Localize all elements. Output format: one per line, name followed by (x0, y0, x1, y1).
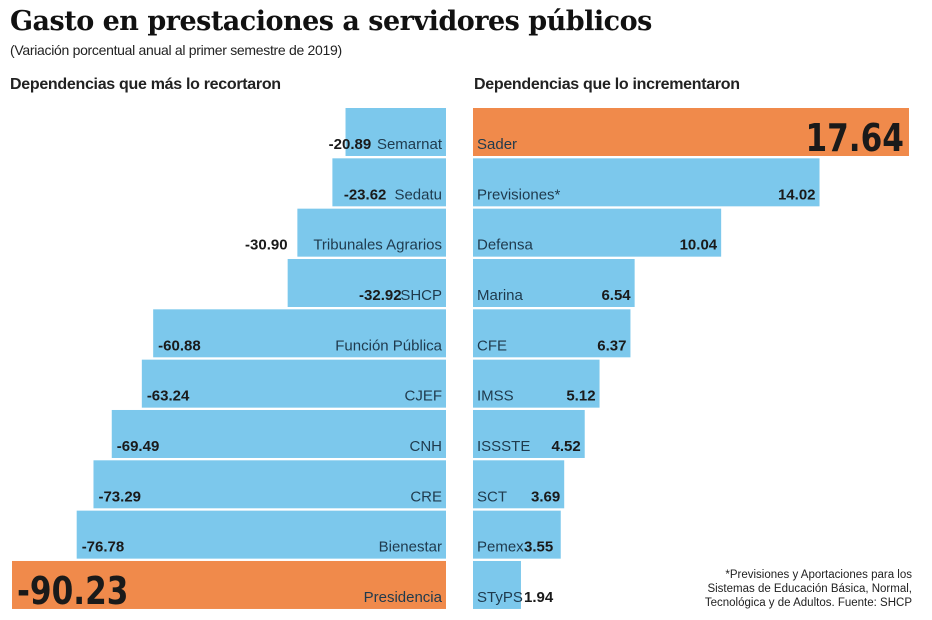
bar-item: Marina 6.54 (473, 258, 635, 307)
value-label: -30.90 (245, 237, 288, 254)
bar (141, 359, 447, 408)
value-label: 17.64 (805, 117, 904, 161)
value-label: -32.92 (359, 287, 402, 304)
bar (345, 108, 446, 156)
bar-item: SCT 3.69 (473, 460, 565, 509)
footnote-line: Sistemas de Educación Básica, Normal, (707, 583, 912, 595)
bar (473, 510, 561, 559)
bar-item: CJEF -63.24 (141, 359, 447, 408)
footnote-line: Tecnológica y de Adultos. Fuente: SHCP (704, 597, 912, 609)
category-label: IMSS (477, 388, 514, 405)
category-label: Pemex (477, 539, 524, 556)
bar (473, 460, 565, 509)
bar-item: CFE 6.37 (473, 309, 631, 358)
bar-item: Presidencia -90.23 (12, 560, 446, 614)
bar-item: Bienestar -76.78 (76, 510, 447, 559)
category-label: Defensa (477, 237, 534, 254)
value-label: 6.54 (601, 287, 631, 304)
bar (332, 158, 446, 207)
value-label: 10.04 (680, 237, 718, 254)
footnote: *Previsiones y Aportaciones para los Sis… (652, 568, 912, 610)
right-bar-group: Sader 17.64 Previsiones* 14.02 Defensa 10.04 M… (473, 108, 909, 609)
category-label: CNH (410, 438, 443, 455)
category-label: Presidencia (364, 589, 443, 606)
value-label: -60.88 (158, 337, 201, 354)
value-label: -63.24 (147, 388, 190, 405)
value-label: 6.37 (597, 337, 626, 354)
bar-item: ISSSTE 4.52 (473, 409, 585, 458)
category-label: Tribunales Agrarios (313, 237, 442, 254)
category-label: Semarnat (377, 136, 443, 153)
left-bar-group: Semarnat -20.89 Sedatu -23.62 Tribunales Agr… (12, 108, 447, 614)
category-label: STyPS (477, 589, 523, 606)
bar-item: Función Pública -60.88 (153, 309, 446, 358)
value-label: 3.69 (531, 488, 560, 505)
value-label: 4.52 (552, 438, 581, 455)
value-label: -20.89 (329, 136, 372, 153)
value-label: -76.78 (82, 539, 125, 556)
bar (111, 409, 447, 458)
category-label: Sedatu (394, 186, 442, 203)
bar (473, 560, 521, 609)
value-label: -23.62 (344, 186, 387, 203)
bar-item: Defensa 10.04 (473, 208, 722, 257)
value-label: 5.12 (566, 388, 595, 405)
bar-item: IMSS 5.12 (473, 359, 600, 408)
category-label: SHCP (400, 287, 442, 304)
bar (297, 208, 446, 257)
bar-item: Semarnat -20.89 (329, 108, 446, 156)
category-label: ISSSTE (477, 438, 530, 455)
bar-item: CNH -69.49 (111, 409, 447, 458)
value-label: 1.94 (524, 589, 554, 606)
category-label: Sader (477, 136, 517, 153)
right-panel-title: Dependencias que lo incrementaron (474, 76, 740, 93)
category-label: Bienestar (379, 539, 442, 556)
bar-item: Pemex 3.55 (473, 510, 561, 559)
category-label: SCT (477, 488, 507, 505)
bar-item: SHCP-32.92 (287, 258, 446, 307)
chart-subtitle: (Variación porcentual anual al primer se… (10, 42, 342, 58)
bar (473, 409, 585, 458)
bar (473, 309, 631, 358)
bar (12, 560, 446, 609)
bar (76, 510, 447, 559)
category-label: CRE (410, 488, 442, 505)
bar (473, 208, 722, 257)
bar (153, 309, 446, 358)
value-label: -90.23 (17, 570, 128, 614)
category-label: CJEF (405, 388, 443, 405)
footnote-line: *Previsiones y Aportaciones para los (725, 569, 912, 581)
bar-item: Tribunales Agrarios -30.90 (245, 208, 446, 257)
category-label: Marina (477, 287, 524, 304)
value-label: 14.02 (778, 186, 816, 203)
bar (473, 359, 600, 408)
bar (473, 108, 909, 156)
left-panel-title: Dependencias que más lo recortaron (10, 76, 281, 93)
bar (473, 158, 820, 207)
value-label: -73.29 (98, 488, 141, 505)
category-label: CFE (477, 337, 507, 354)
category-label: Función Pública (335, 337, 442, 354)
bar-item: STyPS 1.94 (473, 560, 554, 609)
value-label: 3.55 (524, 539, 553, 556)
bar-item: CRE -73.29 (93, 460, 446, 509)
bar (287, 258, 446, 307)
bar (93, 460, 446, 509)
bar-item: Previsiones* 14.02 (473, 158, 820, 207)
category-label: Previsiones* (477, 186, 561, 203)
bar-item: Sader 17.64 (473, 108, 909, 161)
value-label: -69.49 (117, 438, 160, 455)
bar (473, 258, 635, 307)
chart-title: Gasto en prestaciones a servidores públi… (10, 6, 652, 37)
bar-item: Sedatu -23.62 (332, 158, 446, 207)
